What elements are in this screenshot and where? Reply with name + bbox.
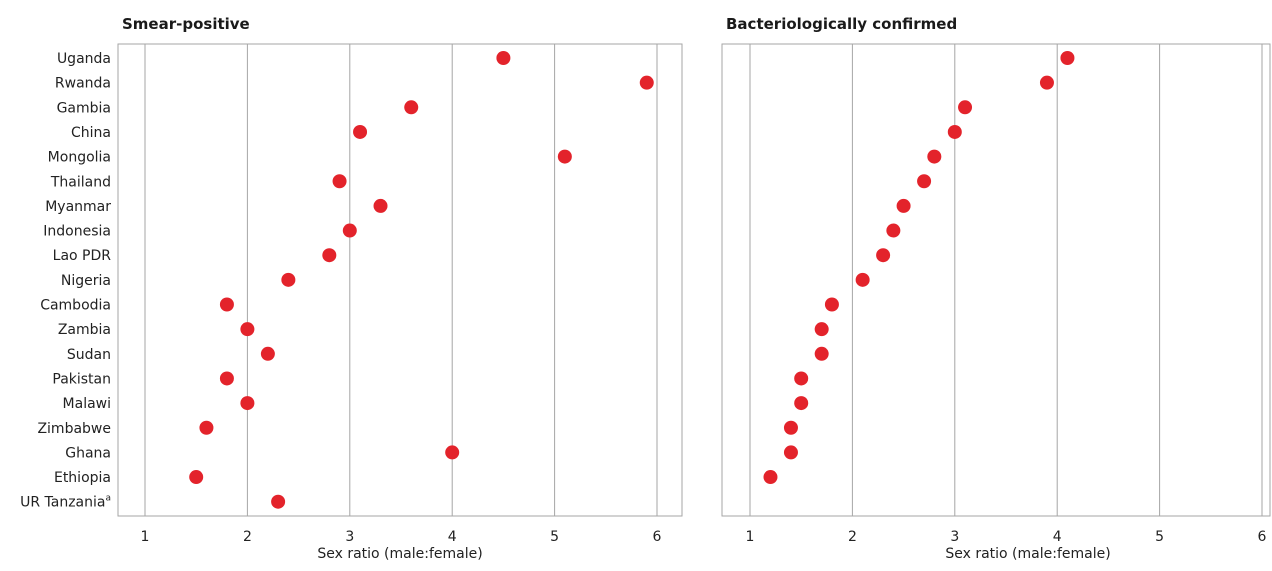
- x-tick-labels-smear-positive: 1 2 3 4 5 6: [141, 529, 662, 545]
- category-label-uganda: Uganda: [57, 51, 111, 67]
- data-point-bacteriologically-confirmed-zimbabwe: [783, 420, 798, 435]
- x-tick-label-4: 4: [1053, 529, 1062, 545]
- data-point-bacteriologically-confirmed-china: [947, 124, 962, 139]
- data-point-smear-positive-ethiopia: [189, 470, 204, 485]
- x-tick-label-3: 3: [345, 529, 354, 545]
- category-label-ur-tanzania: UR Tanzaniaa: [20, 494, 111, 511]
- data-point-smear-positive-zambia: [240, 322, 255, 337]
- x-tick-label-2: 2: [848, 529, 857, 545]
- plot-frame-bacteriologically-confirmed: [721, 43, 1271, 517]
- data-point-smear-positive-mongolia: [557, 149, 572, 164]
- data-point-smear-positive-zimbabwe: [199, 420, 214, 435]
- category-label-cambodia: Cambodia: [40, 298, 111, 314]
- category-label-ghana: Ghana: [65, 445, 111, 461]
- data-point-bacteriologically-confirmed-indonesia: [886, 223, 901, 238]
- category-label-zambia: Zambia: [58, 322, 111, 338]
- data-point-bacteriologically-confirmed-lao-pdr: [876, 248, 891, 263]
- x-tick-label-2: 2: [243, 529, 252, 545]
- data-points-bacteriologically-confirmed: [763, 51, 1075, 485]
- gridlines-bacteriologically-confirmed: [749, 44, 1263, 516]
- category-label-lao-pdr: Lao PDR: [53, 248, 112, 264]
- data-point-smear-positive-pakistan: [219, 371, 234, 386]
- data-point-smear-positive-sudan: [260, 346, 275, 361]
- data-point-smear-positive-nigeria: [281, 272, 296, 287]
- data-point-smear-positive-thailand: [332, 174, 347, 189]
- data-point-smear-positive-ur-tanzania: [271, 494, 286, 509]
- data-points-smear-positive: [189, 51, 654, 509]
- data-point-smear-positive-cambodia: [219, 297, 234, 312]
- data-point-bacteriologically-confirmed-thailand: [917, 174, 932, 189]
- x-axis-label-smear-positive: Sex ratio (male:female): [317, 546, 482, 562]
- data-point-bacteriologically-confirmed-malawi: [794, 396, 809, 411]
- category-label-zimbabwe: Zimbabwe: [37, 421, 111, 437]
- data-point-smear-positive-china: [353, 124, 368, 139]
- category-label-gambia: Gambia: [57, 100, 111, 116]
- data-point-bacteriologically-confirmed-pakistan: [794, 371, 809, 386]
- data-point-smear-positive-indonesia: [342, 223, 357, 238]
- gridlines-smear-positive: [144, 44, 658, 516]
- category-label-thailand: Thailand: [50, 174, 111, 190]
- category-label-nigeria: Nigeria: [61, 273, 111, 289]
- category-label-sudan: Sudan: [67, 347, 111, 363]
- x-tick-labels-bacteriologically-confirmed: 1 2 3 4 5 6: [746, 529, 1267, 545]
- x-tick-label-6: 6: [1258, 529, 1267, 545]
- data-point-bacteriologically-confirmed-uganda: [1060, 51, 1075, 65]
- data-point-bacteriologically-confirmed-cambodia: [824, 297, 839, 312]
- data-point-smear-positive-ghana: [445, 445, 460, 460]
- data-point-smear-positive-lao-pdr: [322, 248, 337, 263]
- category-label-mongolia: Mongolia: [48, 150, 111, 166]
- data-point-bacteriologically-confirmed-gambia: [958, 100, 973, 115]
- data-point-bacteriologically-confirmed-zambia: [814, 322, 829, 337]
- category-label-ethiopia: Ethiopia: [54, 470, 111, 486]
- x-tick-label-4: 4: [448, 529, 457, 545]
- data-point-smear-positive-rwanda: [639, 75, 654, 90]
- data-point-bacteriologically-confirmed-ethiopia: [763, 470, 778, 485]
- category-labels-smear-positive: Uganda Rwanda Gambia China Mongolia Thailand M…: [20, 51, 111, 511]
- panel-bacteriologically-confirmed: Bacteriologically confirmed 1 2 3 4 5 6 Sex r…: [721, 15, 1271, 562]
- data-point-smear-positive-malawi: [240, 396, 255, 411]
- data-point-bacteriologically-confirmed-sudan: [814, 346, 829, 361]
- data-point-bacteriologically-confirmed-rwanda: [1039, 75, 1054, 90]
- data-point-bacteriologically-confirmed-ghana: [783, 445, 798, 460]
- data-point-smear-positive-uganda: [496, 51, 511, 65]
- data-point-bacteriologically-confirmed-mongolia: [927, 149, 942, 164]
- plot-frame-smear-positive: [117, 43, 683, 517]
- x-tick-label-3: 3: [950, 529, 959, 545]
- data-point-bacteriologically-confirmed-nigeria: [855, 272, 870, 287]
- x-tick-label-6: 6: [653, 529, 662, 545]
- x-axis-label-bacteriologically-confirmed: Sex ratio (male:female): [945, 546, 1110, 562]
- category-label-rwanda: Rwanda: [55, 76, 111, 92]
- data-point-smear-positive-myanmar: [373, 198, 388, 213]
- data-point-bacteriologically-confirmed-myanmar: [896, 198, 911, 213]
- category-label-indonesia: Indonesia: [43, 224, 111, 240]
- x-tick-label-5: 5: [550, 529, 559, 545]
- x-tick-label-5: 5: [1155, 529, 1164, 545]
- category-label-malawi: Malawi: [63, 396, 111, 412]
- category-label-myanmar: Myanmar: [45, 199, 111, 215]
- chart-title-smear-positive: Smear-positive: [122, 15, 250, 33]
- panel-smear-positive: Smear-positive Uganda Rwanda Gambia China Mo…: [20, 15, 683, 562]
- data-point-smear-positive-gambia: [404, 100, 419, 115]
- chart-title-bacteriologically-confirmed: Bacteriologically confirmed: [726, 15, 957, 33]
- category-label-china: China: [71, 125, 111, 141]
- category-label-pakistan: Pakistan: [52, 371, 111, 387]
- x-tick-label-1: 1: [141, 529, 150, 545]
- x-tick-label-1: 1: [746, 529, 755, 545]
